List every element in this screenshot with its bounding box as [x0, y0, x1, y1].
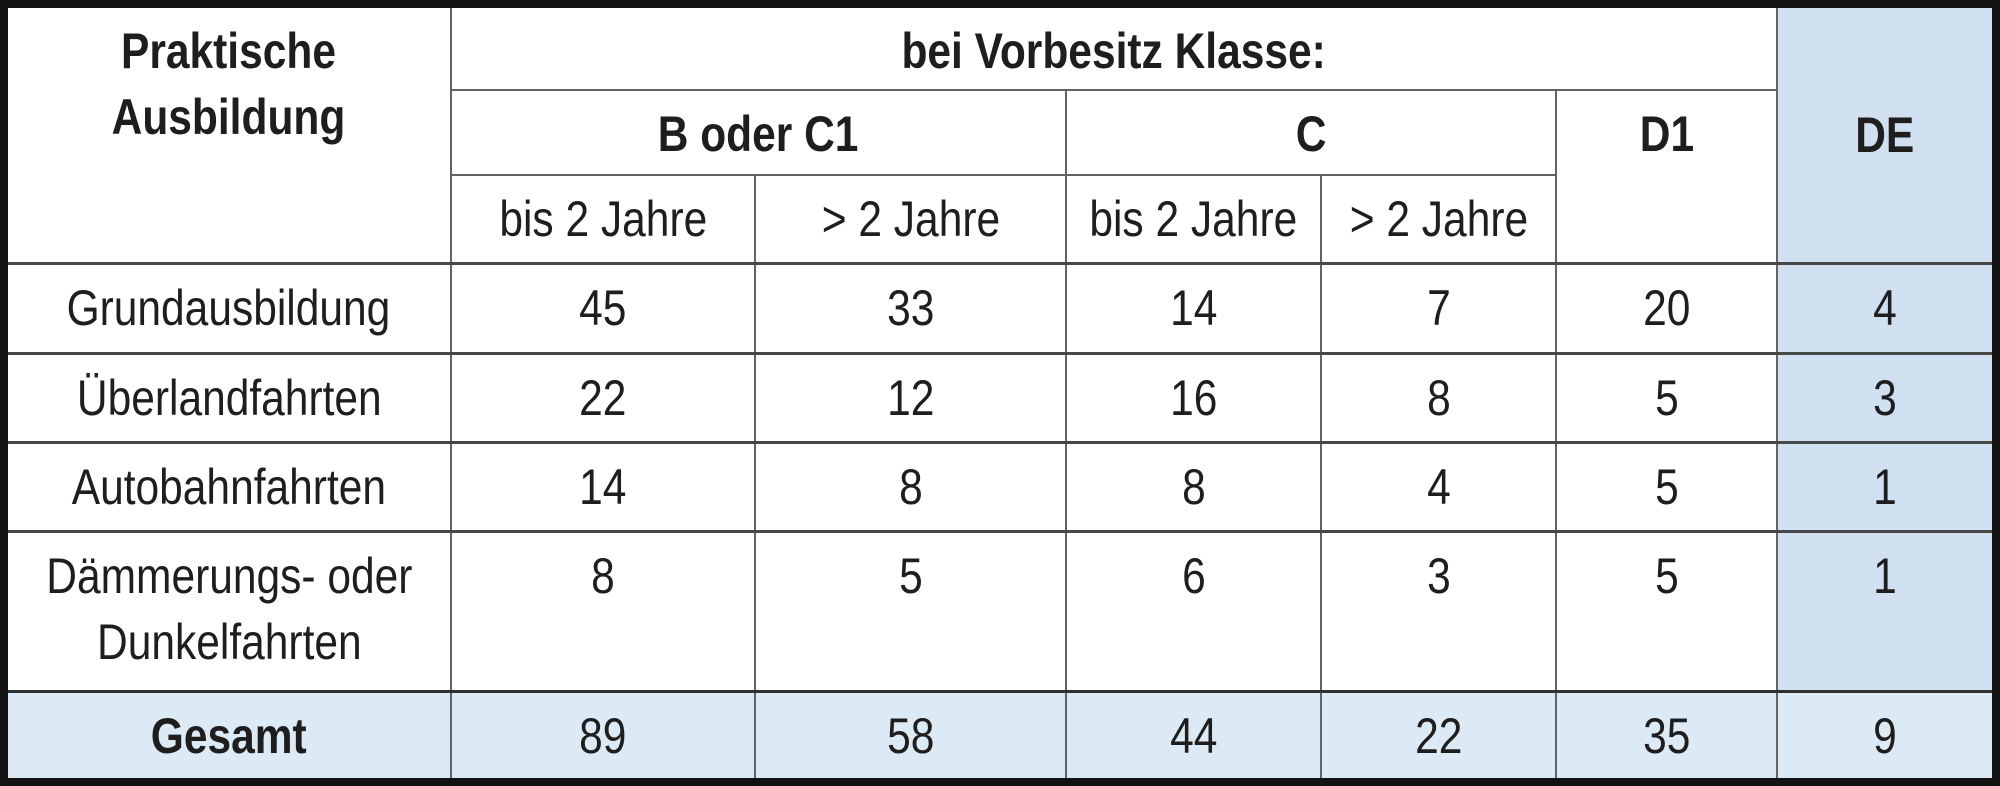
- col-subheader-b-bis2: bis 2 Jahre: [449, 173, 756, 265]
- value-cell: 5: [1555, 529, 1779, 693]
- value-cell: 45: [449, 262, 756, 355]
- total-value-cell: 44: [1065, 689, 1323, 783]
- col-header-de-label: DE: [1855, 107, 1915, 164]
- value-cell: 3: [1320, 529, 1558, 693]
- total-value-cell-de: 9: [1776, 689, 1997, 783]
- row-label: Dämmerungs- oder Dunkelfahrten: [3, 529, 452, 693]
- col-subheader-b-gt2: > 2 Jahre: [753, 173, 1068, 265]
- col-group-b-oder-c1: B oder C1: [449, 88, 1068, 176]
- value-cell: 12: [753, 352, 1068, 444]
- col-subheader-label: > 2 Jahre: [1349, 190, 1528, 247]
- row-label: Grundausbildung: [3, 262, 452, 355]
- value-cell: 14: [449, 440, 756, 533]
- value-cell: 7: [1320, 262, 1558, 355]
- value-cell-de: 1: [1776, 529, 1997, 693]
- header-row-2: B oder C1 C D1: [4, 88, 1996, 265]
- header-row-3: bis 2 Jahre > 2 Jahre bis 2 Jahre > 2 Ja…: [4, 173, 1996, 265]
- value-cell: 5: [753, 529, 1068, 693]
- col-subheader-label: bis 2 Jahre: [1089, 190, 1298, 247]
- total-value-cell: 89: [449, 689, 756, 783]
- corner-header-praktische-ausbildung: Praktische Ausbildung: [3, 3, 452, 265]
- col-header-d1-label: D1: [1639, 105, 1694, 162]
- total-row-label: Gesamt: [3, 689, 452, 783]
- col-group-c: C: [1065, 88, 1558, 176]
- table-row-grundausbildung: Grundausbildung 45 33 14 7 20 4: [3, 262, 1997, 355]
- row-label: Überlandfahrten: [3, 352, 452, 444]
- group-header-vorbesitz: bei Vorbesitz Klasse:: [449, 3, 1779, 91]
- table-row-ueberlandfahrten: Überlandfahrten 22 12 16 8 5 3: [3, 352, 1997, 444]
- value-cell: 8: [753, 440, 1068, 533]
- value-cell: 33: [753, 262, 1068, 355]
- total-value-cell: 35: [1555, 689, 1779, 783]
- value-cell: 4: [1320, 440, 1558, 533]
- value-cell: 6: [1065, 529, 1323, 693]
- col-subheader-c-bis2: bis 2 Jahre: [1065, 173, 1323, 265]
- value-cell: 8: [1065, 440, 1323, 533]
- total-value-cell: 58: [753, 689, 1068, 783]
- col-header-d1: D1: [1555, 88, 1779, 265]
- col-header-de: DE: [1776, 3, 1997, 265]
- group-header-label: bei Vorbesitz Klasse:: [901, 23, 1327, 79]
- value-cell-de: 1: [1776, 440, 1997, 533]
- header-row-1: Praktische Ausbildung bei Vorbesitz Klas…: [3, 3, 1997, 265]
- value-cell: 14: [1065, 262, 1323, 355]
- col-subheader-c-gt2: > 2 Jahre: [1320, 173, 1558, 265]
- col-group-b-oder-c1-label: B oder C1: [658, 105, 859, 162]
- value-cell: 20: [1555, 262, 1779, 355]
- table-row-gesamt: Gesamt 89 58 44 22 35 9: [3, 689, 1997, 783]
- table-row-daemmerungsfahrten: Dämmerungs- oder Dunkelfahrten 8 5 6 3 5…: [3, 529, 1997, 693]
- value-cell-de: 3: [1776, 352, 1997, 444]
- value-cell: 5: [1555, 440, 1779, 533]
- value-cell: 22: [449, 352, 756, 444]
- total-value-cell: 22: [1320, 689, 1558, 783]
- table-row-autobahnfahrten: Autobahnfahrten 14 8 8 4 5 1: [3, 440, 1997, 533]
- value-cell: 8: [1320, 352, 1558, 444]
- corner-header-label: Praktische Ausbildung: [112, 23, 346, 145]
- value-cell-de: 4: [1776, 262, 1997, 355]
- value-cell: 5: [1555, 352, 1779, 444]
- col-subheader-label: > 2 Jahre: [821, 190, 1000, 247]
- col-group-c-label: C: [1295, 105, 1327, 162]
- row-label: Autobahnfahrten: [3, 440, 452, 533]
- value-cell: 8: [449, 529, 756, 693]
- value-cell: 16: [1065, 352, 1323, 444]
- col-subheader-label: bis 2 Jahre: [498, 190, 707, 247]
